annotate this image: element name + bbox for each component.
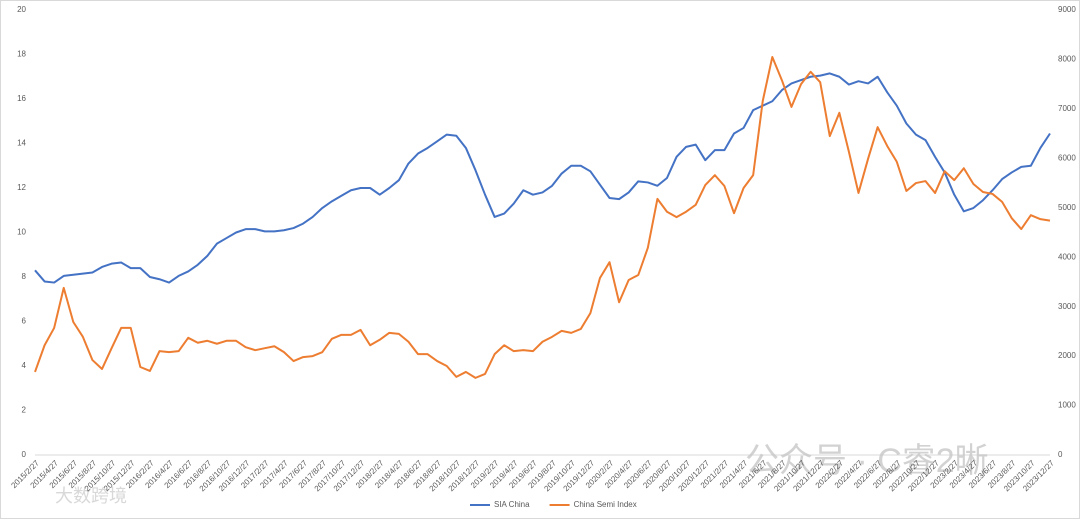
y-tick-label: 0: [22, 450, 27, 459]
y-tick-label: 2: [22, 406, 27, 415]
y2-tick-label: 4000: [1058, 252, 1076, 261]
y2-tick-label: 1000: [1058, 401, 1076, 410]
watermark: 公众号 · C睿2晰: [745, 442, 989, 480]
y2-tick-label: 9000: [1058, 5, 1076, 14]
line-series: [34, 72, 1051, 284]
y-tick-label: 8: [22, 272, 27, 281]
y2-tick-label: 6000: [1058, 153, 1076, 162]
y-tick-label: 4: [22, 361, 27, 370]
line-series: [34, 55, 1051, 379]
y2-tick-label: 0: [1058, 450, 1063, 459]
y-tick-label: 14: [17, 139, 26, 148]
y-tick-label: 20: [17, 5, 26, 14]
y-tick-label: 16: [17, 94, 26, 103]
y-tick-label: 6: [22, 317, 27, 326]
y2-tick-label: 2000: [1058, 351, 1076, 360]
watermark: 大数跨境: [55, 486, 127, 506]
y2-tick-label: 8000: [1058, 55, 1076, 64]
y-tick-label: 12: [17, 183, 26, 192]
legend-label: SIA China: [494, 500, 530, 509]
y-tick-label: 18: [17, 50, 26, 59]
y-tick-label: 10: [17, 228, 26, 237]
y2-tick-label: 7000: [1058, 104, 1076, 113]
legend-label: China Semi Index: [574, 500, 637, 509]
y2-tick-label: 3000: [1058, 302, 1076, 311]
y2-tick-label: 5000: [1058, 203, 1076, 212]
